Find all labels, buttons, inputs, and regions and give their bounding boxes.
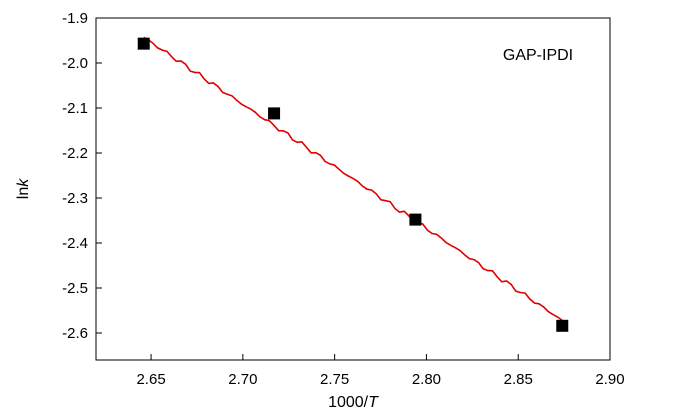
x-axis: 2.65 2.70 2.75 2.80 2.85 2.90 xyxy=(136,354,625,388)
data-point xyxy=(137,37,150,50)
y-tick-label: -2.2 xyxy=(62,145,88,162)
y-axis: -1.9 -2.0 -2.1 -2.2 -2.3 -2.4 -2.5 -2.6 xyxy=(62,10,102,342)
y-tick-label: -2.4 xyxy=(62,235,88,252)
y-axis-label-variable: k xyxy=(15,178,32,187)
plot-frame xyxy=(95,17,611,361)
data-point xyxy=(409,213,422,226)
y-axis-label-prefix: ln xyxy=(15,187,32,199)
data-point xyxy=(268,107,281,120)
y-tick-label: -2.3 xyxy=(62,190,88,207)
series-annotation: GAP-IPDI xyxy=(503,47,573,64)
fit-line xyxy=(143,36,563,322)
x-tick-label: 2.70 xyxy=(228,371,257,388)
y-axis-label: lnk xyxy=(15,178,32,199)
data-point xyxy=(556,319,569,332)
x-tick-label: 2.65 xyxy=(136,371,165,388)
y-tick-label: -2.1 xyxy=(62,100,88,117)
x-axis-label-variable: T xyxy=(368,394,379,411)
x-axis-label-prefix: 1000/ xyxy=(328,394,369,411)
y-tick-label: -2.6 xyxy=(62,325,88,342)
x-tick-label: 2.75 xyxy=(320,371,349,388)
series-layer xyxy=(137,36,569,332)
x-tick-label: 2.90 xyxy=(595,371,624,388)
x-tick-label: 2.85 xyxy=(504,371,533,388)
x-axis-label: 1000/T xyxy=(328,394,379,411)
y-tick-label: -2.0 xyxy=(62,55,88,72)
y-tick-label: -1.9 xyxy=(62,10,88,27)
y-tick-label: -2.5 xyxy=(62,280,88,297)
x-tick-label: 2.80 xyxy=(412,371,441,388)
